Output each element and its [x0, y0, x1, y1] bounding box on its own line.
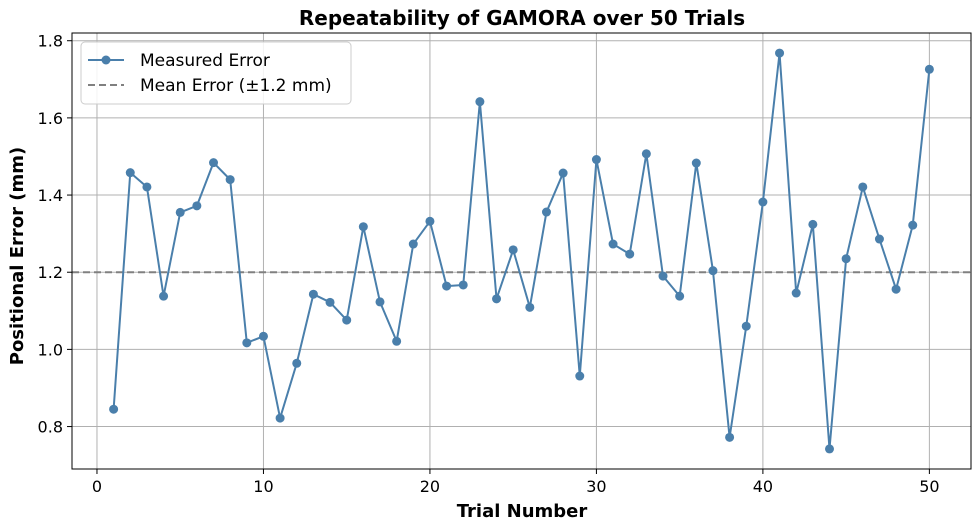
data-point — [375, 297, 385, 307]
data-point — [142, 182, 152, 192]
data-point — [109, 404, 119, 414]
data-point — [475, 97, 485, 107]
data-point — [841, 254, 851, 264]
data-point — [625, 249, 635, 259]
series-layer — [109, 48, 934, 454]
y-axis-label: Positional Error (mm) — [7, 147, 28, 366]
data-point — [492, 294, 502, 304]
data-point — [558, 168, 568, 178]
data-point — [691, 158, 701, 168]
y-tick-label: 1.2 — [38, 263, 63, 282]
legend-box — [80, 41, 352, 105]
y-tick-label: 1.0 — [38, 340, 63, 359]
x-axis-label: Trial Number — [457, 501, 588, 522]
x-tick-label: 10 — [253, 477, 273, 496]
x-tick-label: 40 — [753, 477, 773, 496]
data-point — [125, 168, 135, 178]
data-point — [525, 302, 535, 312]
data-point — [425, 216, 435, 226]
data-point — [924, 64, 934, 74]
y-tick-label: 1.6 — [38, 109, 63, 128]
data-point — [741, 321, 751, 331]
x-tick-label: 50 — [919, 477, 939, 496]
legend: Measured Error Mean Error (±1.2 mm) — [80, 41, 352, 105]
legend-marker-measured — [101, 55, 111, 65]
data-point — [725, 432, 735, 442]
data-point — [442, 281, 452, 291]
data-point — [791, 288, 801, 298]
data-point — [708, 266, 718, 276]
data-point — [658, 271, 668, 281]
data-point — [292, 358, 302, 368]
data-point — [275, 413, 285, 423]
data-point — [575, 371, 585, 381]
data-point — [209, 158, 219, 168]
data-point — [808, 219, 818, 229]
data-point — [675, 291, 685, 301]
data-point — [225, 175, 235, 185]
data-point — [408, 239, 418, 249]
data-point — [192, 201, 202, 211]
data-point — [891, 284, 901, 294]
data-point — [342, 315, 352, 325]
data-point — [824, 444, 834, 454]
series-line-measured-error — [112, 52, 931, 450]
data-point — [858, 182, 868, 192]
data-point — [541, 207, 551, 217]
data-point — [175, 207, 185, 217]
y-tick-label: 1.8 — [38, 32, 63, 51]
data-point — [758, 197, 768, 207]
data-point — [159, 291, 169, 301]
plot-area-frame — [71, 32, 972, 470]
y-tick-label: 1.4 — [38, 186, 63, 205]
data-point — [258, 331, 268, 341]
data-point — [775, 48, 785, 58]
data-point — [608, 239, 618, 249]
data-point — [508, 245, 518, 255]
x-tick-label: 30 — [586, 477, 606, 496]
data-point — [591, 155, 601, 165]
axis-ticks: 0 10 20 30 40 50 0.8 1.0 1.2 1.4 1.6 1.8 — [38, 32, 940, 496]
x-tick-label: 0 — [92, 477, 102, 496]
data-point — [242, 338, 252, 348]
data-point — [325, 297, 335, 307]
data-point — [908, 220, 918, 230]
data-point — [458, 280, 468, 290]
data-point — [641, 149, 651, 159]
data-point — [874, 234, 884, 244]
data-point — [358, 222, 368, 232]
y-tick-label: 0.8 — [38, 418, 63, 437]
x-tick-label: 20 — [420, 477, 440, 496]
data-point — [392, 336, 402, 346]
data-point — [308, 289, 318, 299]
legend-label-mean: Mean Error (±1.2 mm) — [140, 76, 332, 96]
grid — [72, 33, 971, 469]
legend-label-measured: Measured Error — [140, 51, 270, 71]
chart-title: Repeatability of GAMORA over 50 Trials — [299, 6, 745, 30]
